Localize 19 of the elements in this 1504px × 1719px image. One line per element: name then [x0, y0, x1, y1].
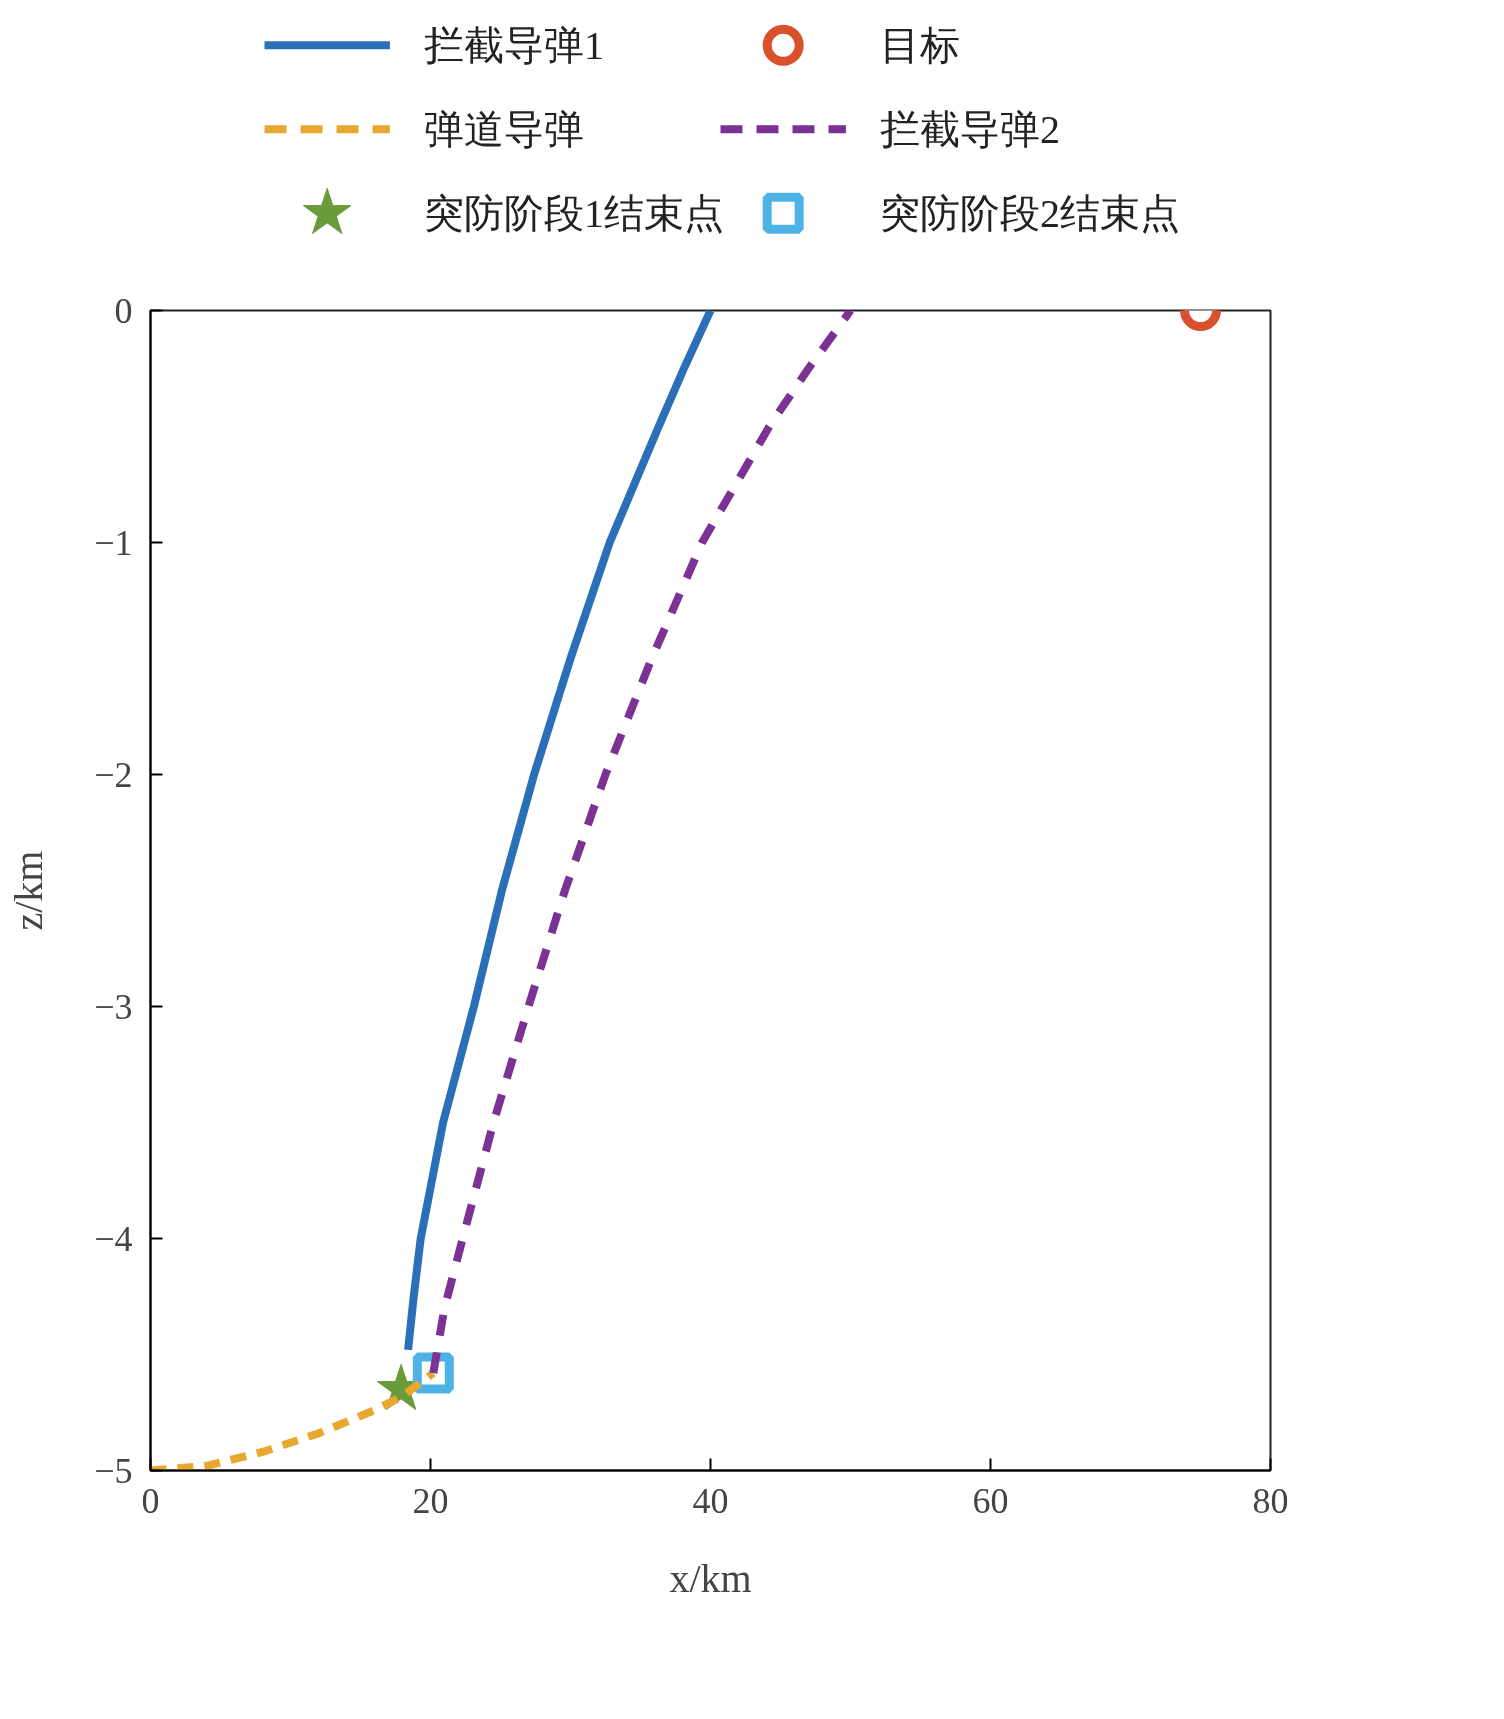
legend-label: 弹道导弹 — [424, 106, 585, 152]
y-tick-label: −4 — [94, 1218, 133, 1259]
y-axis-title: z/km — [6, 850, 52, 931]
x-tick-label: 80 — [1252, 1480, 1289, 1521]
x-tick-label: 40 — [692, 1480, 729, 1521]
y-tick-label: −1 — [94, 522, 133, 563]
y-tick-label: −2 — [94, 754, 133, 795]
y-tick-label: −3 — [94, 986, 133, 1027]
y-tick-label: 0 — [114, 290, 133, 331]
x-axis-title: x/km — [669, 1555, 752, 1601]
y-tick-label: −5 — [94, 1450, 133, 1491]
legend-label: 拦截导弹1 — [424, 22, 605, 68]
x-tick-label: 0 — [141, 1480, 160, 1521]
legend-label: 突防阶段1结束点 — [424, 190, 725, 236]
legend-label: 目标 — [880, 22, 961, 68]
x-tick-label: 20 — [412, 1480, 449, 1521]
legend-label: 拦截导弹2 — [880, 106, 1061, 152]
x-tick-label: 60 — [972, 1480, 1009, 1521]
legend-label: 突防阶段2结束点 — [880, 190, 1181, 236]
